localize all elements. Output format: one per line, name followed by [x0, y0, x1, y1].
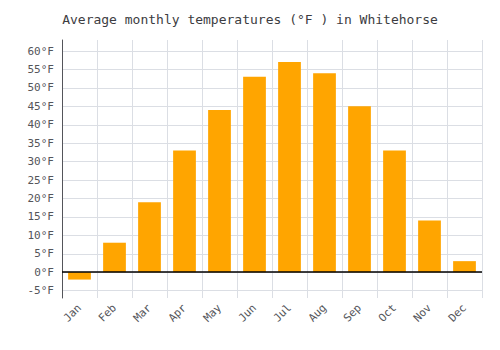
svg-text:Oct: Oct [376, 301, 399, 324]
svg-text:Jul: Jul [271, 301, 294, 324]
svg-text:30°F: 30°F [28, 155, 55, 168]
svg-text:5°F: 5°F [34, 247, 54, 260]
svg-text:55°F: 55°F [28, 63, 55, 76]
svg-text:May: May [201, 301, 224, 324]
svg-text:Average monthly temperatures (: Average monthly temperatures (°F ) in Wh… [62, 12, 438, 27]
svg-text:60°F: 60°F [28, 45, 55, 58]
svg-text:-5°F: -5°F [28, 284, 55, 297]
svg-text:50°F: 50°F [28, 81, 55, 94]
svg-text:Mar: Mar [131, 301, 154, 324]
svg-text:0°F: 0°F [34, 266, 54, 279]
svg-text:20°F: 20°F [28, 192, 55, 205]
svg-text:Nov: Nov [411, 301, 434, 324]
svg-text:Feb: Feb [96, 301, 119, 324]
svg-text:Sep: Sep [341, 301, 364, 324]
svg-text:35°F: 35°F [28, 137, 55, 150]
svg-text:15°F: 15°F [28, 210, 55, 223]
svg-text:25°F: 25°F [28, 174, 55, 187]
svg-text:Aug: Aug [306, 301, 329, 324]
svg-text:10°F: 10°F [28, 229, 55, 242]
svg-text:Apr: Apr [166, 301, 189, 324]
svg-text:45°F: 45°F [28, 100, 55, 113]
svg-text:Jun: Jun [236, 301, 259, 324]
svg-text:Dec: Dec [446, 301, 469, 324]
svg-text:Jan: Jan [61, 301, 84, 324]
svg-text:40°F: 40°F [28, 118, 55, 131]
